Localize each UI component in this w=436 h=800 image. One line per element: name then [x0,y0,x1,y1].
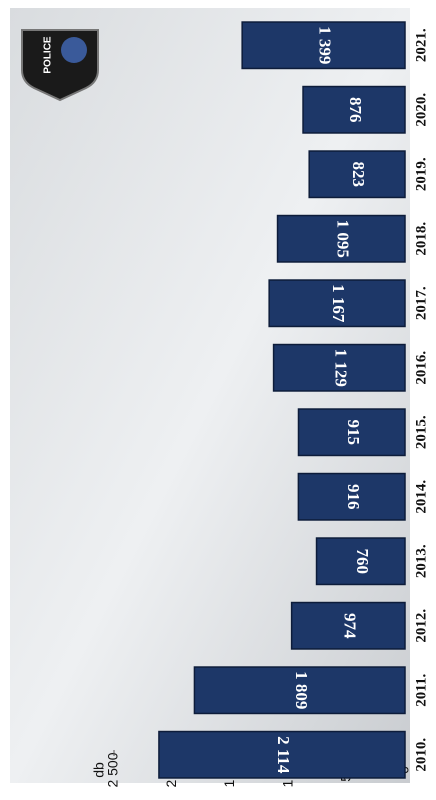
x-tick-label: 2010. [413,738,429,772]
x-tick-label: 2021. [413,28,429,62]
bar [297,408,406,457]
value-label: 823 [349,162,368,188]
value-label: 974 [340,613,359,639]
value-label: 876 [346,97,365,123]
value-label: 760 [353,549,372,575]
photo-background [10,8,410,783]
bar [290,601,406,650]
bar [193,666,406,715]
bar [297,472,406,521]
y-axis-label: db [91,762,107,778]
bar [308,150,406,199]
x-tick-label: 2018. [413,222,429,256]
value-label: 1 167 [329,284,348,323]
bar [241,21,406,70]
police-badge: POLICE [21,29,99,102]
bar [272,343,406,392]
x-tick-label: 2020. [413,93,429,127]
value-label: 1 095 [333,220,352,258]
x-tick-label: 2014. [413,480,429,514]
x-tick-label: 2016. [413,351,429,385]
x-tick-label: 2011. [413,674,429,707]
value-label: 1 129 [331,349,350,387]
x-tick-label: 2013. [413,544,429,578]
bar [315,537,406,586]
value-label: 1 399 [316,26,335,64]
x-tick-label: 2017. [413,286,429,320]
badge-text: POLICE [43,36,54,74]
bar [302,85,406,134]
bar [276,214,406,263]
y-tick-label: 2 500 [105,752,121,787]
bar [268,279,406,328]
value-label: 915 [344,420,363,446]
value-label: 2 114 [274,736,293,774]
value-label: 1 809 [292,671,311,709]
x-tick-label: 2012. [413,609,429,643]
value-label: 916 [344,484,363,510]
bar [158,730,406,779]
x-tick-label: 2015. [413,415,429,449]
x-tick-label: 2019. [413,157,429,191]
